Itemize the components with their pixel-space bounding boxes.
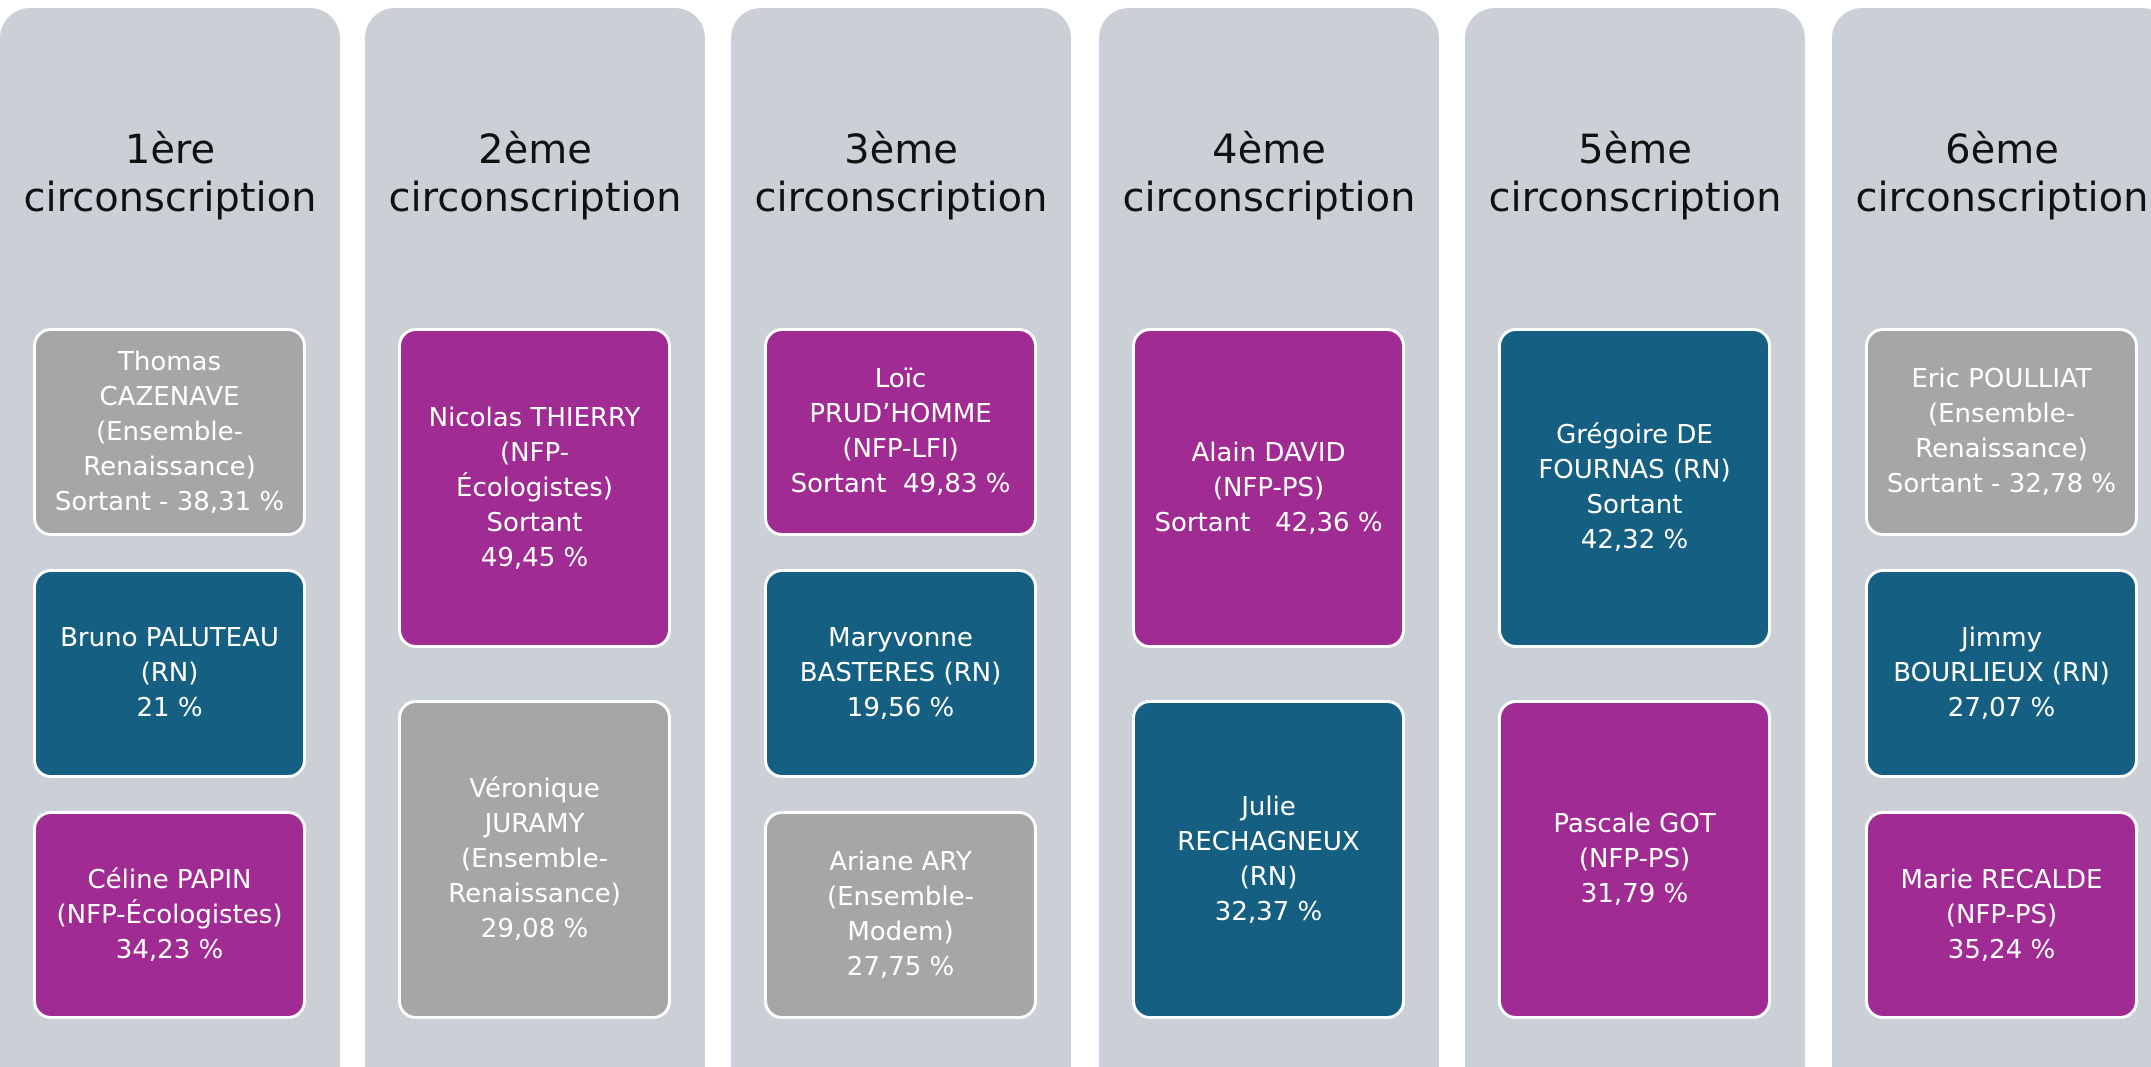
card-line: (Ensemble- [1927, 399, 2076, 429]
card-line: Renaissance) [83, 451, 256, 482]
card-line: Alain DAVID [1191, 437, 1346, 468]
candidate-card: Loïc PRUD’HOMME (NFP-LFI) Sortant 49,83 % [764, 328, 1037, 536]
district-column: 4ème circonscription Alain DAVID (NFP-PS) So… [1099, 8, 1439, 1067]
candidate-card: Maryvonne BASTERES (RN) 19,56 % [764, 569, 1037, 778]
card-line: Sortant [1586, 490, 1683, 520]
title-line: 1ère [124, 127, 216, 173]
candidate-card: Véronique JURAMY (Ensemble- Renaissance) 29,… [398, 700, 671, 1019]
card-line: (NFP-PS) [1578, 844, 1691, 874]
card-line: (RN) [140, 658, 199, 688]
card-line: Thomas [117, 346, 222, 377]
title-line: circonscription [1122, 175, 1416, 221]
candidate-card: Julie RECHAGNEUX (RN) 32,37 % [1132, 700, 1405, 1019]
candidate-card: Eric POULLIAT (Ensemble- Renaissance) Sorta… [1865, 328, 2138, 536]
card-line: Marie RECALDE [1900, 864, 2103, 895]
card-line: FOURNAS (RN) [1538, 455, 1731, 485]
title-line: circonscription [754, 175, 1048, 221]
card-line: Bruno PALUTEAU [60, 623, 279, 653]
card-line: Sortant 42,36 % [1154, 507, 1383, 538]
district-column: 5ème circonscription Grégoire DE FOURNAS (R… [1465, 8, 1805, 1067]
card-line: 35,24 % [1947, 934, 2056, 965]
card-line: Renaissance) [448, 879, 621, 909]
card-line: 29,08 % [480, 914, 589, 944]
card-line: Modem) [847, 917, 954, 947]
district-title: 3ème circonscription [731, 126, 1071, 222]
title-line: 5ème [1578, 127, 1692, 173]
district-column: 2ème circonscription Nicolas THIERRY (NFP- É… [365, 8, 705, 1067]
card-line: RECHAGNEUX [1177, 826, 1360, 857]
candidate-card: Thomas CAZENAVE (Ensemble- Renaissance) Sort… [33, 328, 306, 536]
card-line: 31,79 % [1580, 879, 1689, 909]
card-line: (NFP-Écologistes) [56, 899, 283, 930]
candidate-card: Céline PAPIN (NFP-Écologistes) 34,23 % [33, 811, 306, 1019]
card-line: Eric POULLIAT [1911, 364, 2092, 394]
card-line: Sortant [486, 507, 583, 538]
card-line: Renaissance) [1915, 434, 2088, 464]
card-line: Julie [1241, 791, 1296, 822]
card-line: Grégoire DE [1556, 420, 1713, 450]
card-line: 42,32 % [1580, 525, 1689, 555]
card-line: Céline PAPIN [87, 864, 252, 895]
card-line: CAZENAVE [99, 381, 240, 412]
district-title: 1ère circonscription [0, 126, 340, 222]
candidate-card: Grégoire DE FOURNAS (RN) Sortant 42,32 % [1498, 328, 1771, 648]
district-column: 1ère circonscription Thomas CAZENAVE (Ensemb… [0, 8, 340, 1067]
card-line: (Ensemble- [826, 882, 975, 912]
candidate-card: Marie RECALDE (NFP-PS) 35,24 % [1865, 811, 2138, 1019]
card-line: BOURLIEUX (RN) [1893, 658, 2110, 688]
title-line: 3ème [844, 127, 958, 173]
candidate-card: Pascale GOT (NFP-PS) 31,79 % [1498, 700, 1771, 1019]
card-line: 32,37 % [1214, 896, 1323, 927]
title-line: circonscription [388, 175, 682, 221]
district-column: 6ème circonscription Eric POULLIAT (Ensembl… [1832, 8, 2151, 1067]
title-line: 4ème [1212, 127, 1326, 173]
candidate-card: Bruno PALUTEAU (RN) 21 % [33, 569, 306, 778]
card-line: Maryvonne [828, 623, 973, 653]
card-line: 49,45 % [480, 542, 589, 573]
card-line: (Ensemble- [460, 844, 609, 874]
card-line: 34,23 % [115, 934, 224, 965]
card-line: (Ensemble- [95, 416, 244, 447]
title-line: circonscription [1488, 175, 1782, 221]
card-line: Sortant - 38,31 % [54, 486, 285, 517]
card-line: (RN) [1239, 861, 1298, 892]
card-line: 27,75 % [846, 952, 955, 982]
card-line: JURAMY [484, 809, 585, 839]
card-line: (NFP-PS) [1945, 899, 2058, 930]
district-title: 4ème circonscription [1099, 126, 1439, 222]
card-line: Nicolas THIERRY [428, 402, 641, 433]
candidate-card: Nicolas THIERRY (NFP- Écologistes) Sortant 4… [398, 328, 671, 648]
candidate-card: Jimmy BOURLIEUX (RN) 27,07 % [1865, 569, 2138, 778]
candidate-card: Ariane ARY (Ensemble- Modem) 27,75 % [764, 811, 1037, 1019]
card-line: Loïc [874, 364, 927, 394]
candidate-card: Alain DAVID (NFP-PS) Sortant 42,36 % [1132, 328, 1405, 648]
card-line: Véronique [469, 774, 600, 804]
district-title: 2ème circonscription [365, 126, 705, 222]
card-line: Écologistes) [456, 472, 613, 503]
card-line: Ariane ARY [829, 847, 972, 877]
card-line: (NFP- [499, 437, 570, 468]
title-line: circonscription [1855, 175, 2149, 221]
district-title: 6ème circonscription [1832, 126, 2151, 222]
district-column: 3ème circonscription Loïc PRUD’HOMME (NFP-LF… [731, 8, 1071, 1067]
card-line: BASTERES (RN) [799, 658, 1002, 688]
card-line: Sortant - 32,78 % [1886, 469, 2117, 499]
title-line: 2ème [478, 127, 592, 173]
card-line: Pascale GOT [1553, 809, 1716, 839]
card-line: Jimmy [1961, 623, 2042, 653]
district-title: 5ème circonscription [1465, 126, 1805, 222]
card-line: 27,07 % [1947, 693, 2056, 723]
card-line: 21 % [136, 693, 203, 723]
card-line: (NFP-LFI) [842, 434, 959, 464]
title-line: circonscription [23, 175, 317, 221]
card-line: Sortant 49,83 % [790, 469, 1011, 499]
card-line: (NFP-PS) [1212, 472, 1325, 503]
title-line: 6ème [1945, 127, 2059, 173]
card-line: 19,56 % [846, 693, 955, 723]
card-line: PRUD’HOMME [809, 399, 992, 429]
